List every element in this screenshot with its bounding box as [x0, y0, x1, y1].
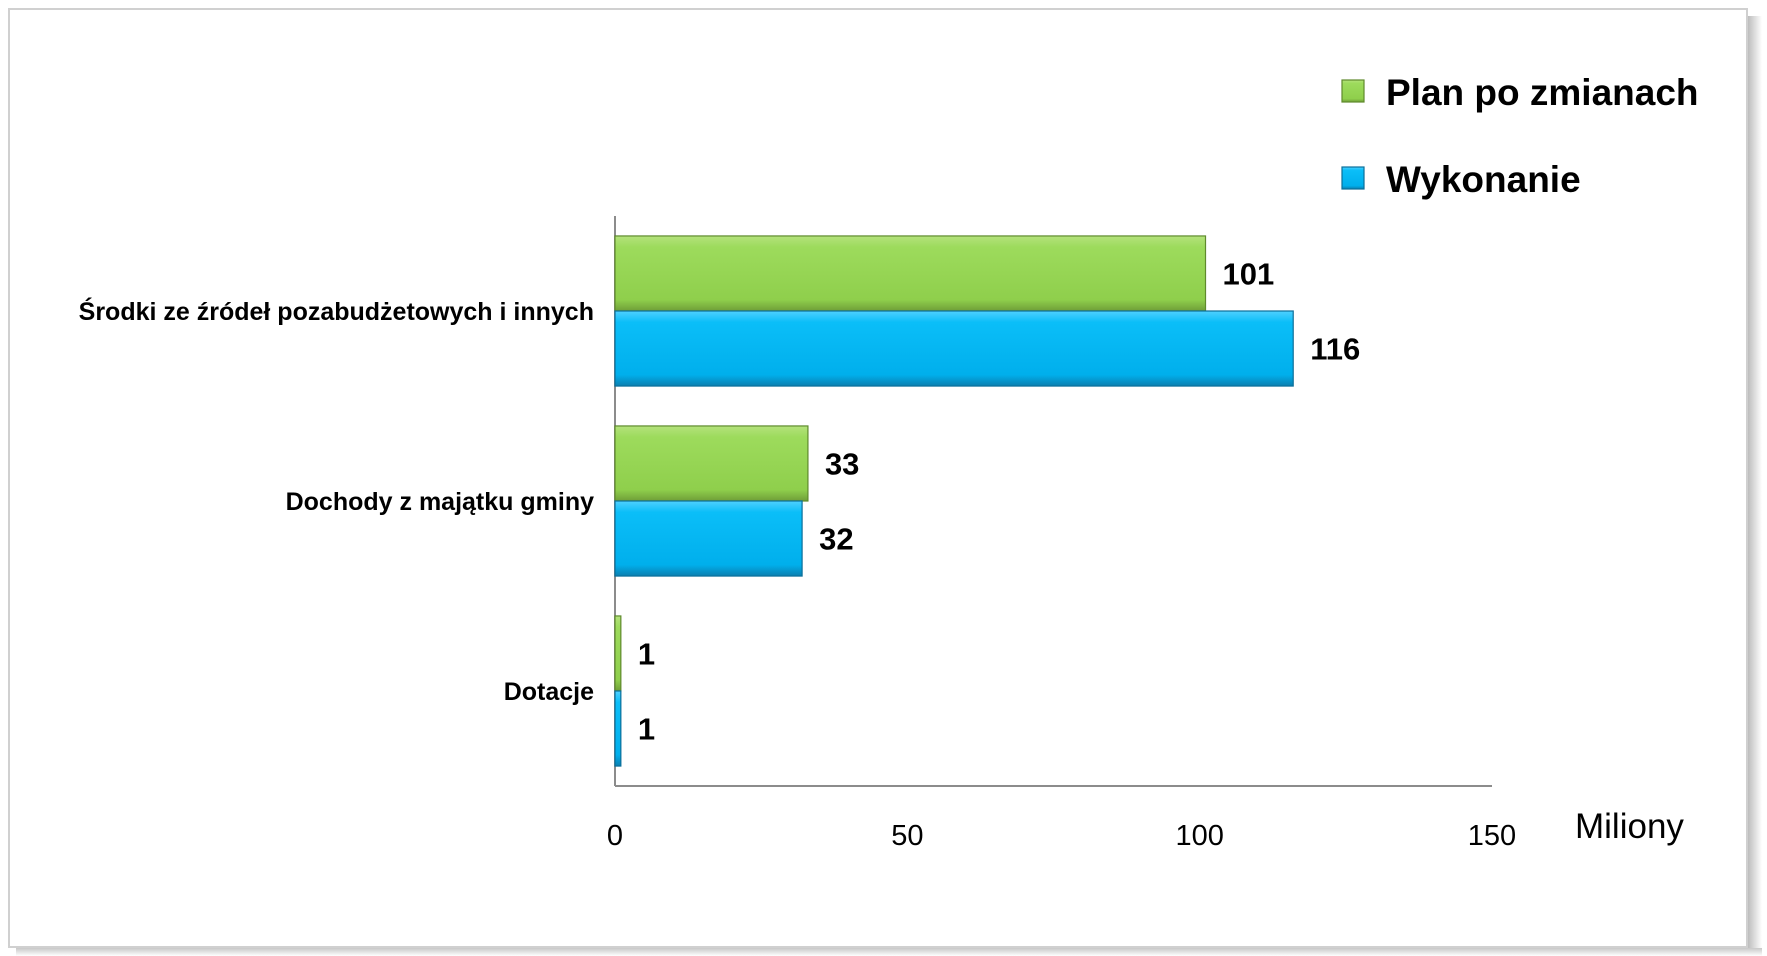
x-tick-label: 50: [891, 820, 923, 852]
value-label: 1: [638, 712, 655, 747]
value-label: 32: [819, 522, 853, 557]
category-label: Dochody z majątku gminy: [286, 488, 594, 516]
x-tick-label: 100: [1175, 820, 1223, 852]
frame-shadow-bottom: [16, 948, 1762, 956]
legend-swatch: [1341, 79, 1365, 103]
bar-plan-2: [614, 615, 622, 692]
legend-label: Plan po zmianach: [1386, 72, 1699, 113]
category-label: Dotacje: [504, 678, 594, 706]
value-label: 116: [1310, 332, 1360, 367]
bar-wykonanie-1: [614, 500, 803, 577]
category-label: Środki ze źródeł pozabudżetowych i innyc…: [79, 296, 594, 326]
bars: [614, 235, 1294, 767]
bar-wykonanie-0: [614, 310, 1294, 387]
value-label: 1: [638, 636, 655, 671]
chart-frame: [8, 8, 1748, 948]
x-tick-labels: 0 50 100 150: [607, 820, 1516, 852]
category-labels: Środki ze źródeł pozabudżetowych i innyc…: [79, 296, 594, 706]
legend: Plan po zmianach Wykonanie: [1341, 72, 1699, 200]
x-tick-label: 150: [1468, 820, 1516, 852]
legend-label: Wykonanie: [1386, 159, 1581, 200]
value-label: 101: [1223, 256, 1275, 291]
bar-plan-0: [614, 235, 1207, 312]
value-label: 33: [825, 446, 859, 481]
frame-shadow-right: [1748, 16, 1762, 952]
bar-plan-1: [614, 425, 809, 502]
value-labels: 101 116 33 32 1 1: [638, 256, 1360, 746]
bar-wykonanie-2: [614, 690, 622, 767]
x-axis-unit-label: Miliony: [1575, 807, 1684, 846]
legend-swatch: [1341, 166, 1365, 190]
x-tick-label: 0: [607, 820, 623, 852]
